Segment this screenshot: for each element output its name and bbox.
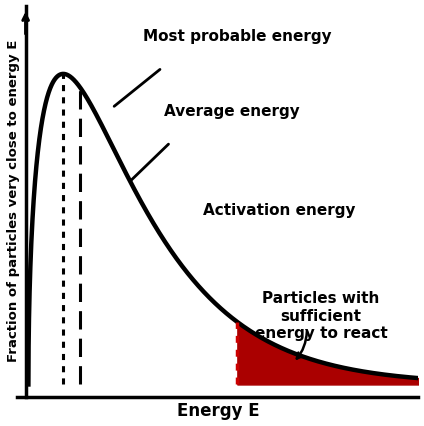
Text: Most probable energy: Most probable energy [143, 29, 332, 44]
X-axis label: Energy E: Energy E [176, 403, 259, 420]
Text: Average energy: Average energy [164, 104, 300, 119]
Text: Activation energy: Activation energy [203, 203, 355, 218]
Y-axis label: Fraction of particles very close to energy E: Fraction of particles very close to ener… [7, 40, 20, 363]
Text: Particles with
sufficient
energy to react: Particles with sufficient energy to reac… [254, 291, 387, 341]
